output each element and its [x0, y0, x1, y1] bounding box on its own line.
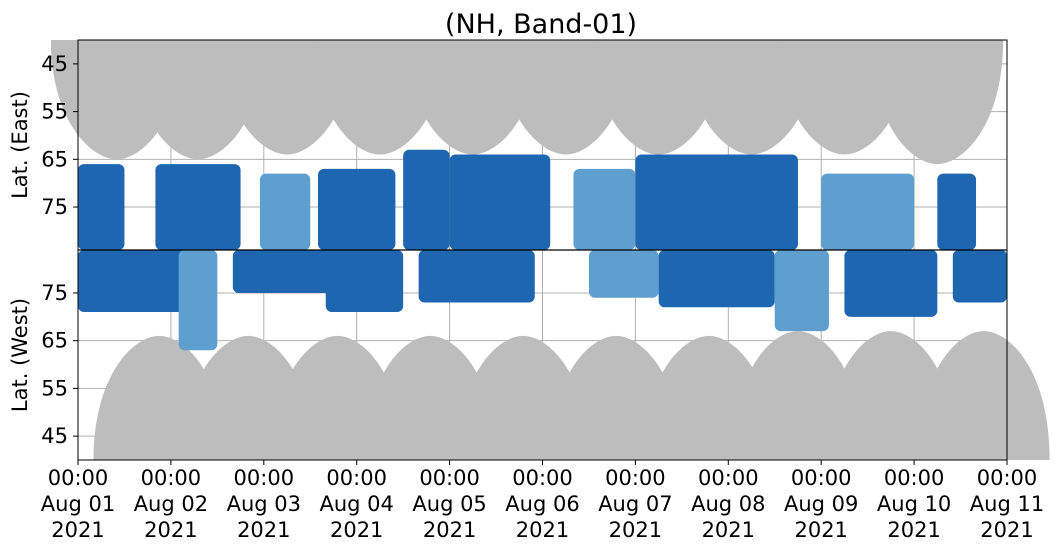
y-axis-label-lower: Lat. (West): [8, 298, 32, 412]
activity-east-patch: [821, 173, 915, 250]
activity-west-patch: [232, 250, 334, 293]
x-tick-label: 2021: [330, 518, 383, 542]
y-ticks-lower: 75 65 55 45: [41, 281, 78, 448]
activity-east-patch: [155, 164, 241, 250]
x-tick-label: 00:00: [48, 466, 109, 490]
x-tick-label: Aug 01: [41, 492, 115, 516]
x-tick-label: 00:00: [234, 466, 295, 490]
y-tick-label-upper: 75: [41, 195, 68, 219]
x-tick-label: 2021: [423, 518, 476, 542]
chart-title: (NH, Band-01): [445, 9, 637, 40]
x-tick-label: Aug 02: [134, 492, 208, 516]
y-tick-label-upper: 65: [41, 147, 68, 171]
x-tick-label: 2021: [887, 518, 940, 542]
x-tick-label: 00:00: [141, 466, 202, 490]
x-tick-label: Aug 08: [691, 492, 765, 516]
x-tick-label: 2021: [516, 518, 569, 542]
activity-east-patch: [449, 154, 551, 250]
x-tick-label: 00:00: [326, 466, 387, 490]
x-tick-label: Aug 05: [412, 492, 486, 516]
activity-west-patch: [952, 250, 1007, 303]
x-tick-label: 00:00: [884, 466, 945, 490]
x-tick-label: 2021: [51, 518, 104, 542]
x-tick-label: 00:00: [605, 466, 666, 490]
activity-east-patch: [259, 173, 311, 250]
x-tick-label: Aug 10: [877, 492, 951, 516]
y-tick-label-upper: 55: [41, 100, 68, 124]
activity-west-patch: [658, 250, 775, 308]
activity-east-patch: [403, 149, 450, 250]
activity-east-patch: [937, 173, 977, 250]
x-tick-label: 00:00: [977, 466, 1038, 490]
y-tick-label-lower: 65: [41, 329, 68, 353]
x-tick-label: 00:00: [698, 466, 759, 490]
activity-west-patch: [325, 250, 404, 313]
x-tick-label: 2021: [144, 518, 197, 542]
night-mask-east-shape: [871, 40, 1004, 165]
activity-west-patch: [844, 250, 938, 317]
x-tick-label: 2021: [702, 518, 755, 542]
x-tick-label: Aug 06: [505, 492, 579, 516]
x-tick-label: 2021: [237, 518, 290, 542]
activity-west: [78, 250, 1007, 351]
x-tick-label: Aug 09: [784, 492, 858, 516]
y-tick-label-lower: 45: [41, 424, 68, 448]
activity-west-patch: [418, 250, 535, 303]
x-tick-label: 2021: [609, 518, 662, 542]
x-tick-label: 00:00: [791, 466, 852, 490]
activity-west-patch: [774, 250, 829, 332]
x-tick-label: 00:00: [419, 466, 480, 490]
night-mask-east: [50, 40, 1004, 165]
activity-east-patch: [317, 168, 396, 250]
x-tick-label: Aug 07: [598, 492, 672, 516]
night-mask-west-shape: [917, 331, 1050, 460]
x-tick-label: Aug 11: [970, 492, 1044, 516]
x-tick-label: Aug 04: [319, 492, 393, 516]
night-mask-west: [93, 331, 1050, 460]
x-tick-label: 00:00: [512, 466, 573, 490]
activity-east: [78, 149, 977, 250]
activity-west-patch: [78, 250, 195, 313]
y-tick-label-lower: 55: [41, 376, 68, 400]
y-axis-label-upper: Lat. (East): [8, 91, 32, 199]
activity-east-patch: [573, 168, 636, 250]
y-tick-label-lower: 75: [41, 281, 68, 305]
y-tick-label-upper: 45: [41, 52, 68, 76]
activity-east-patch: [78, 164, 125, 250]
activity-west-patch: [178, 250, 218, 351]
activity-west-patch: [588, 250, 659, 298]
y-ticks-upper: 45 55 65 75: [41, 52, 78, 219]
x-tick-label: Aug 03: [227, 492, 301, 516]
activity-east-patch: [635, 154, 798, 250]
x-tick-label: 2021: [980, 518, 1033, 542]
x-tick-label: 2021: [794, 518, 847, 542]
